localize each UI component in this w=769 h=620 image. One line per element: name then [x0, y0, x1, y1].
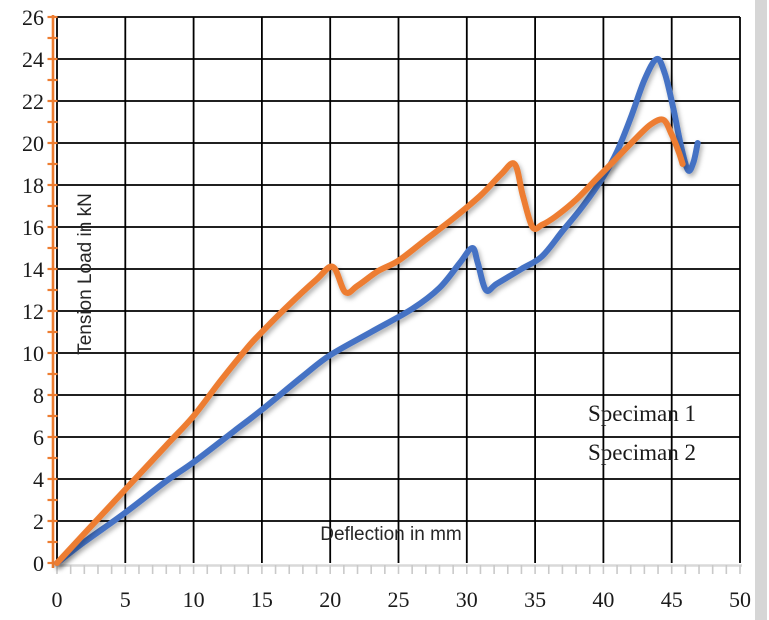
- x-axis: [52, 564, 742, 574]
- y-tick-label: 26: [22, 5, 44, 30]
- y-tick-label: 12: [22, 299, 44, 324]
- x-axis-title: Deflection in mm: [320, 524, 462, 545]
- series-line-speciman-1: [54, 55, 701, 566]
- x-tick-label: 20: [319, 587, 341, 612]
- x-tick-label: 30: [456, 587, 478, 612]
- y-tick-label: 22: [22, 89, 44, 114]
- y-tick-label: 20: [22, 131, 44, 156]
- x-tick-label: 35: [524, 587, 546, 612]
- legend-item-speciman-2: Speciman 2: [524, 440, 696, 465]
- y-tick-label: 6: [33, 425, 44, 450]
- legend-label: Speciman 1: [588, 401, 696, 426]
- y-tick-label: 14: [22, 257, 44, 282]
- x-tick-label: 10: [183, 587, 205, 612]
- y-tick-label: 2: [33, 509, 44, 534]
- x-tick-label: 50: [729, 587, 751, 612]
- y-tick-label: 24: [22, 47, 44, 72]
- x-tick-label: 5: [120, 587, 131, 612]
- y-tick-label: 8: [33, 383, 44, 408]
- y-tick-label: 18: [22, 173, 44, 198]
- x-tick-label: 40: [592, 587, 614, 612]
- right-border-strip: [755, 0, 767, 620]
- legend-item-speciman-1: Speciman 1: [524, 401, 696, 426]
- legend-label: Speciman 2: [588, 440, 696, 465]
- y-tick-label: 0: [33, 551, 44, 576]
- series-line-speciman-2: [54, 116, 686, 566]
- y-tick-label: 10: [22, 341, 44, 366]
- legend: Speciman 1 Speciman 2: [524, 401, 696, 465]
- y-tick-label: 16: [22, 215, 44, 240]
- y-tick-label: 4: [33, 467, 44, 492]
- x-tick-label: 0: [52, 587, 63, 612]
- x-tick-label: 45: [661, 587, 683, 612]
- y-axis-title: Tension Load in kN: [75, 193, 96, 355]
- x-axis-tick-labels: 0 5 10 15 20 25 30 35 40 45 50: [52, 587, 752, 612]
- x-tick-label: 25: [388, 587, 410, 612]
- x-tick-label: 15: [251, 587, 273, 612]
- y-axis: [47, 15, 58, 568]
